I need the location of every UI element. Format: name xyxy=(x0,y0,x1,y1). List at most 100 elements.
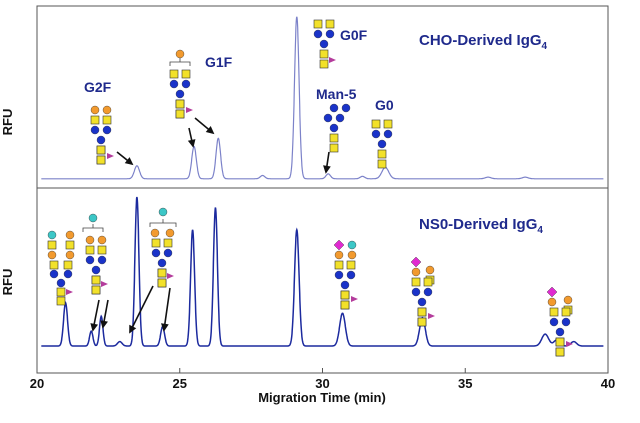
cho-title: CHO-Derived IgG4 xyxy=(419,32,548,52)
hexose-circle-icon xyxy=(319,39,329,49)
ns0-title-main: NS0-Derived IgG xyxy=(419,216,537,233)
hexose-circle-icon xyxy=(47,250,57,260)
glcnac-square-icon xyxy=(97,245,107,255)
glcnac-square-icon xyxy=(549,307,559,317)
glcnac-square-icon xyxy=(169,69,179,79)
cho-trace xyxy=(41,16,604,180)
glcnac-square-icon xyxy=(90,115,100,125)
hexose-circle-icon xyxy=(85,255,95,265)
hexose-circle-icon xyxy=(334,270,344,280)
glcnac-square-icon xyxy=(91,285,101,295)
hexose-circle-icon xyxy=(347,250,357,260)
hexose-circle-icon xyxy=(383,129,393,139)
man5-label: Man-5 xyxy=(316,86,357,102)
hexose-circle-icon xyxy=(181,79,191,89)
g0f-label: G0F xyxy=(340,27,368,43)
hexose-circle-icon xyxy=(313,29,323,39)
glcnac-square-icon xyxy=(346,260,356,270)
x-tick-label: 40 xyxy=(601,376,615,391)
hexose-circle-icon xyxy=(151,248,161,258)
glcnac-square-icon xyxy=(47,240,57,250)
hexose-circle-icon xyxy=(549,317,559,327)
hexose-circle-icon xyxy=(175,49,185,59)
hexose-circle-icon xyxy=(423,287,433,297)
x-tick-label: 20 xyxy=(30,376,44,391)
branch-bracket xyxy=(82,224,104,232)
hexose-circle-icon xyxy=(547,297,557,307)
hexose-circle-icon xyxy=(56,278,66,288)
arrow-head xyxy=(205,126,215,135)
glcnac-square-icon xyxy=(319,49,329,59)
hexose-circle-icon xyxy=(49,269,59,279)
glcnac-square-icon xyxy=(163,238,173,248)
cho-title-main: CHO-Derived IgG xyxy=(419,32,542,49)
hexose-circle-icon xyxy=(561,317,571,327)
x-tick-label: 35 xyxy=(458,376,472,391)
hexose-circle-icon xyxy=(63,269,73,279)
glcnac-square-icon xyxy=(340,290,350,300)
sialic-diamond-icon xyxy=(546,286,558,298)
glcnac-square-icon xyxy=(102,115,112,125)
hexose-circle-icon xyxy=(96,135,106,145)
top-ylabel: RFU xyxy=(0,109,15,136)
arrow-head xyxy=(100,320,108,329)
hexose-circle-icon xyxy=(555,327,565,337)
cho-title-sub: 4 xyxy=(542,41,548,52)
fucose-triangle-icon xyxy=(107,153,114,159)
hexose-circle-icon xyxy=(90,105,100,115)
hexose-circle-icon xyxy=(334,250,344,260)
hexose-circle-icon xyxy=(346,270,356,280)
glcnac-square-icon xyxy=(56,287,66,297)
glcnac-square-icon xyxy=(313,19,323,29)
arrow-head xyxy=(124,157,134,166)
arrow-head xyxy=(129,324,137,334)
hexose-circle-icon xyxy=(163,248,173,258)
glcnac-square-icon xyxy=(175,109,185,119)
glcnac-square-icon xyxy=(561,307,571,317)
hexose-circle-icon xyxy=(97,255,107,265)
hexose-circle-icon xyxy=(65,250,75,260)
g0-label: G0 xyxy=(375,97,394,113)
x-axis-ticks: 20 25 30 35 40 xyxy=(30,368,615,391)
hexose-circle-icon xyxy=(90,125,100,135)
glycan-structures xyxy=(47,19,573,357)
hexose-circle-icon xyxy=(347,240,357,250)
fucose-triangle-icon xyxy=(101,281,108,287)
glcnac-square-icon xyxy=(157,268,167,278)
hexose-circle-icon xyxy=(169,79,179,89)
hexose-circle-icon xyxy=(425,265,435,275)
hexose-circle-icon xyxy=(91,265,101,275)
hexose-circle-icon xyxy=(158,207,168,217)
glcnac-square-icon xyxy=(151,238,161,248)
sialic-diamond-icon xyxy=(410,256,422,268)
glcnac-square-icon xyxy=(383,119,393,129)
ns0-title: NS0-Derived IgG4 xyxy=(419,216,543,236)
hexose-circle-icon xyxy=(563,295,573,305)
hexose-circle-icon xyxy=(47,230,57,240)
fucose-triangle-icon xyxy=(186,107,193,113)
glcnac-square-icon xyxy=(329,143,339,153)
hexose-circle-icon xyxy=(97,235,107,245)
fucose-triangle-icon xyxy=(329,57,336,63)
g1f-label: G1F xyxy=(205,54,233,70)
ns0-title-sub: 4 xyxy=(537,225,543,236)
hexose-circle-icon xyxy=(157,258,167,268)
glcnac-square-icon xyxy=(411,277,421,287)
hexose-circle-icon xyxy=(65,230,75,240)
glcnac-square-icon xyxy=(423,277,433,287)
x-axis-label: Migration Time (min) xyxy=(258,390,386,405)
glcnac-square-icon xyxy=(555,337,565,347)
glcnac-square-icon xyxy=(325,19,335,29)
glcnac-square-icon xyxy=(555,347,565,357)
glcnac-square-icon xyxy=(377,149,387,159)
arrow-head xyxy=(187,139,196,148)
glcnac-square-icon xyxy=(49,260,59,270)
ns0-trace xyxy=(41,196,604,347)
arrow-line xyxy=(129,285,154,333)
hexose-circle-icon xyxy=(102,125,112,135)
glcnac-square-icon xyxy=(91,275,101,285)
x-tick-label: 25 xyxy=(173,376,187,391)
hexose-circle-icon xyxy=(329,123,339,133)
branch-bracket xyxy=(149,219,177,227)
glcnac-square-icon xyxy=(319,59,329,69)
